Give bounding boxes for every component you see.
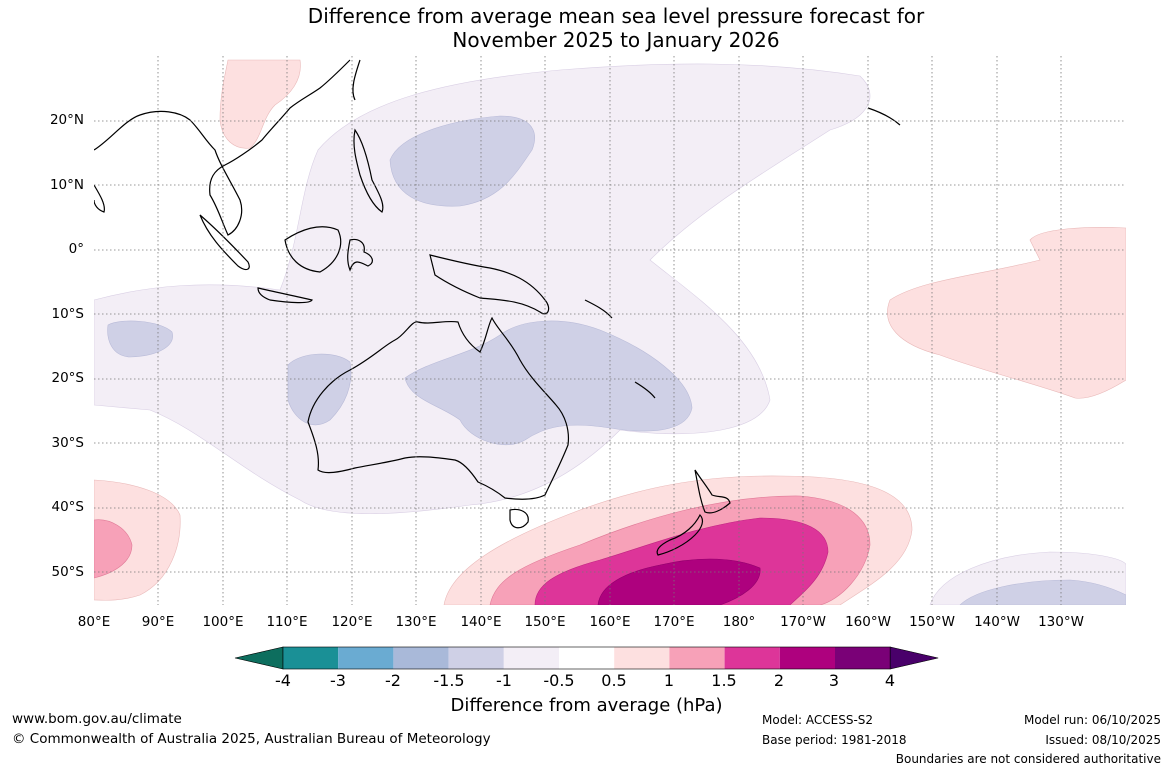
colorbar-extend-high: [889, 646, 939, 670]
graticule: [94, 56, 1126, 605]
colorbar-tick-label: -3: [330, 671, 346, 690]
colorbar-swatch: [779, 647, 835, 669]
chart-title: Difference from average mean sea level p…: [0, 4, 1173, 52]
lon-label: 90°E: [141, 614, 175, 630]
java-outline: [257, 287, 313, 304]
colorbar-swatch: [283, 647, 339, 669]
tasmania-outline: [509, 508, 529, 529]
lon-label: 130°E: [395, 614, 437, 630]
issued-date: Issued: 08/10/2025: [1045, 733, 1161, 747]
lon-label: 160°W: [845, 614, 891, 630]
title-line-1: Difference from average mean sea level p…: [307, 4, 925, 28]
lon-label: 140°E: [460, 614, 502, 630]
sulawesi-outline: [347, 238, 373, 272]
anomaly-area-neg1-coral-sea: [404, 320, 693, 446]
colorbar-swatch: [724, 647, 780, 669]
colorbar-tick-label: 0.5: [601, 671, 627, 690]
anomaly-area-neg1-philippine-sea: [389, 115, 535, 207]
lon-label: 120°E: [331, 614, 373, 630]
colorbar-tick-label: -2: [385, 671, 401, 690]
lon-label: 160°E: [589, 614, 631, 630]
philippines-outline: [353, 128, 384, 213]
base-period: Base period: 1981-2018: [762, 733, 907, 747]
lat-label: 0°: [68, 241, 84, 257]
colorbar-extend-low: [234, 646, 284, 670]
website-link[interactable]: www.bom.gov.au/climate: [12, 711, 182, 727]
colorbar-swatch: [393, 647, 449, 669]
lon-label: 100°E: [202, 614, 244, 630]
colorbar-swatch: [559, 647, 615, 669]
asia-mainland-outline: [94, 59, 351, 236]
lat-label: 10°S: [51, 306, 85, 322]
lon-label: 180°: [722, 614, 756, 630]
copyright-text: © Commonwealth of Australia 2025, Austra…: [12, 731, 491, 747]
lon-label: 140°W: [974, 614, 1020, 630]
colorbar-tick-label: -4: [275, 671, 291, 690]
anomaly-area-neg1-southeast: [959, 579, 1126, 605]
colorbar-swatch: [503, 647, 559, 669]
colorbar-tick-label: 1.5: [711, 671, 737, 690]
lat-label: 40°S: [51, 499, 85, 515]
anomaly-area-pos05-asia: [219, 59, 301, 149]
lat-label: 20°S: [51, 370, 85, 386]
new-zealand-south-outline: [656, 513, 704, 556]
colorbar-tick-label: -0.5: [543, 671, 575, 690]
colorbar-swatch: [669, 647, 725, 669]
anomaly-area-neg1-indian-ocean: [107, 320, 173, 358]
lon-label: 170°E: [653, 614, 695, 630]
model-name: Model: ACCESS-S2: [762, 713, 874, 727]
model-run-date: Model run: 06/10/2025: [1023, 713, 1161, 727]
colorbar-tick-label: 1: [663, 671, 675, 690]
colorbar-tick-label: -1.5: [433, 671, 465, 690]
new-guinea-outline: [429, 254, 550, 315]
lon-label: 150°W: [909, 614, 955, 630]
colorbar-outline: [282, 646, 891, 670]
colorbar-title: Difference from average (hPa): [450, 695, 723, 716]
lon-label: 80°E: [77, 614, 111, 630]
colorbar-tick-label: 4: [884, 671, 896, 690]
lon-label: 110°E: [266, 614, 308, 630]
lon-label: 170°W: [780, 614, 826, 630]
colorbar-swatch: [614, 647, 670, 669]
lat-label: 20°N: [49, 112, 84, 128]
anomaly-area-pos1-west: [94, 519, 133, 579]
colorbar-tick-label: -1: [496, 671, 512, 690]
new-zealand-north-outline: [694, 469, 731, 514]
india-outline: [94, 184, 105, 213]
lat-label: 30°S: [51, 435, 85, 451]
anomaly-area-pos2-tasman: [597, 558, 761, 605]
colorbar-tick-label: 3: [828, 671, 840, 690]
australia-outline: [307, 316, 570, 500]
title-line-2: November 2025 to January 2026: [452, 28, 780, 52]
japan-outline: [352, 59, 361, 101]
colorbar-swatch: [835, 647, 891, 669]
pressure-anomaly-field: [94, 59, 1126, 605]
lat-label: 50°S: [51, 564, 85, 580]
colorbar: [234, 646, 939, 670]
lon-label: 150°E: [524, 614, 566, 630]
anomaly-area-pos05-west: [94, 479, 181, 601]
colorbar-swatch: [338, 647, 394, 669]
new-caledonia-outline: [634, 381, 656, 399]
borneo-outline: [284, 226, 342, 273]
colorbar-tick-label: 2: [773, 671, 785, 690]
hawaii-outline: [867, 107, 901, 126]
lat-label: 10°N: [49, 177, 84, 193]
boundaries-disclaimer: Boundaries are not considered authoritat…: [895, 752, 1161, 766]
anomaly-area-pos05-south-pacific: [887, 227, 1126, 399]
colorbar-swatch: [448, 647, 504, 669]
anomaly-area-neg1-australia-west: [287, 353, 352, 425]
lon-label: 130°W: [1038, 614, 1084, 630]
